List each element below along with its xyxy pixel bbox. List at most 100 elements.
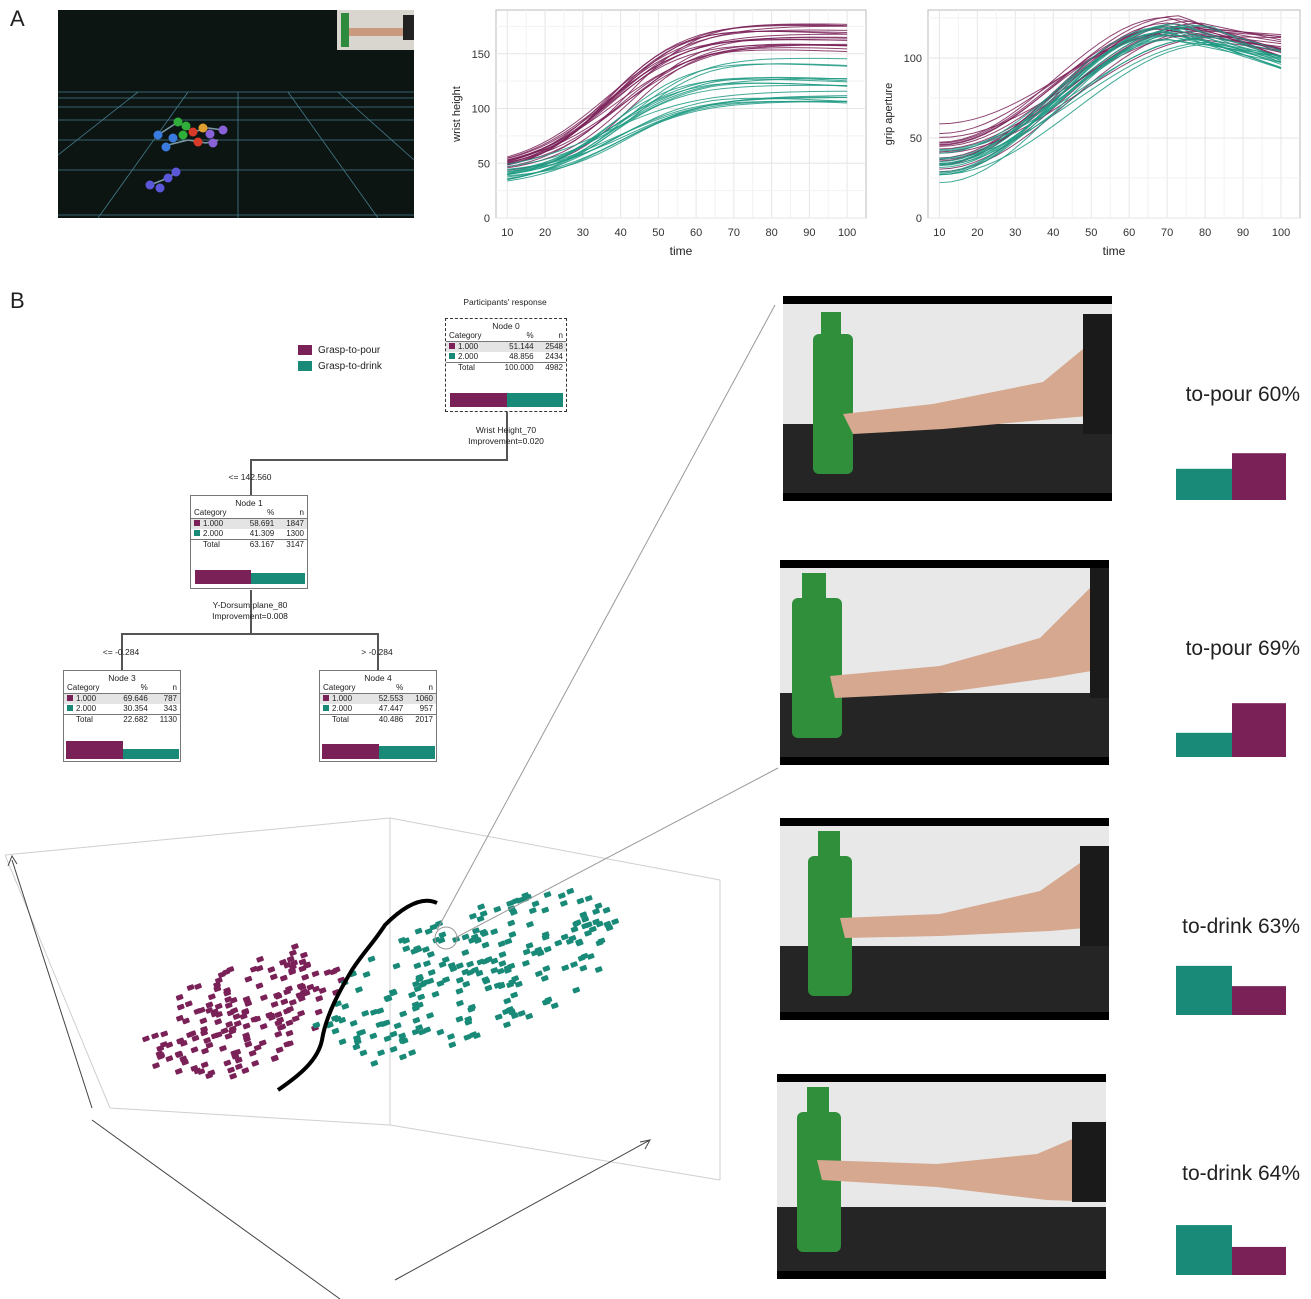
- scatter-point-drink: [511, 1012, 519, 1019]
- scatter-point-drink: [531, 900, 540, 908]
- series-line-pour: [507, 49, 848, 168]
- scatter-point-drink: [333, 1015, 342, 1023]
- scatter-point-drink: [367, 955, 376, 963]
- scatter-point-drink: [349, 1020, 358, 1027]
- prediction-label-3: to-drink 63%: [1182, 915, 1300, 938]
- col-pct: %: [112, 683, 151, 694]
- prediction-label-1: to-pour 60%: [1185, 383, 1300, 406]
- node-title: Node 0: [492, 321, 520, 331]
- scatter-point-drink: [502, 1008, 510, 1015]
- photo-grasp-1: [783, 296, 1112, 501]
- scatter-point-drink: [602, 906, 611, 914]
- scatter-point-drink: [482, 977, 491, 985]
- scatter-point-pour: [165, 1055, 174, 1062]
- prediction-bar-drink: [1176, 732, 1232, 757]
- scatter-point-drink: [353, 1034, 361, 1042]
- scatter-point-drink: [611, 918, 620, 925]
- cell: 52.553: [378, 694, 404, 703]
- prediction-bar-pour: [1232, 703, 1286, 757]
- node-bar-pour: [322, 744, 379, 759]
- x-axis-label: time: [670, 244, 693, 258]
- scatter-point-pour: [230, 1007, 239, 1014]
- scatter-point-drink: [449, 965, 458, 973]
- scatter-point-pour: [267, 966, 276, 973]
- series-line-pour: [939, 15, 1282, 146]
- axes: [7, 854, 651, 1299]
- cell: 3147: [277, 539, 307, 550]
- scatter-point-drink: [436, 1028, 445, 1036]
- photo-drawing: [780, 826, 1109, 1012]
- total-label: Total: [191, 539, 240, 550]
- scatter-point-pour: [214, 977, 223, 984]
- series-line-drink: [507, 82, 848, 167]
- panel-label-a: A: [10, 6, 25, 31]
- scatter-point-pour: [193, 1067, 202, 1075]
- scatter-point-drink: [469, 913, 477, 920]
- scatter-point-drink: [455, 1015, 464, 1023]
- scatter-point-drink: [496, 967, 505, 975]
- series-line-drink: [939, 32, 1282, 163]
- tree-node-1[interactable]: Node 1 Category% n 1.000 58.691 1847 2.000 4…: [190, 495, 308, 589]
- series-line-pour: [939, 25, 1282, 159]
- scatter-point-pour: [248, 1049, 257, 1057]
- photo-grasp-4: [777, 1074, 1106, 1279]
- scatter-point-pour: [279, 958, 287, 966]
- scatter-point-drink: [413, 945, 422, 952]
- x-tick-label: 50: [1085, 227, 1097, 239]
- tree-node-0[interactable]: Node 0 Category% n 1.000 51.144 2548 2.000 4…: [445, 318, 567, 412]
- scatter-point-pour: [276, 1024, 285, 1031]
- x-tick-label: 40: [1047, 227, 1059, 239]
- scatter-point-pour: [190, 1046, 199, 1054]
- series-line-pour: [507, 36, 848, 169]
- scatter-point-drink: [429, 923, 438, 931]
- scatter-point-drink: [441, 956, 450, 963]
- series-line-pour: [507, 43, 848, 163]
- node-table: Category% n 1.000 58.691 1847 2.000 41.309 13…: [191, 508, 307, 550]
- col-n: n: [150, 683, 180, 694]
- scatter-point-drink: [498, 951, 507, 958]
- scatter-point-pour: [260, 994, 268, 1001]
- prediction-bar-drink: [1176, 468, 1232, 500]
- scatter-point-pour: [175, 1051, 184, 1058]
- scatter-point-drink: [503, 967, 512, 974]
- node-title: Node 1: [235, 498, 263, 508]
- scatter-point-drink: [413, 985, 422, 993]
- scatter-point-drink: [507, 919, 516, 927]
- scatter-point-drink: [514, 980, 523, 988]
- scatter-point-drink: [456, 976, 464, 984]
- scatter-point-drink: [448, 1041, 457, 1049]
- edge-label-lr: > -0.284: [361, 647, 393, 657]
- scatter-point-pour: [224, 1032, 233, 1040]
- scatter-point-drink: [426, 1012, 434, 1019]
- scatter-point-drink: [542, 998, 551, 1006]
- scatter-point-drink: [594, 966, 603, 973]
- scatter-point-pour: [194, 983, 202, 990]
- scatter-point-drink: [438, 961, 447, 968]
- total-label: Total: [320, 714, 369, 725]
- scatter-point-drink: [481, 958, 490, 965]
- scatter-point-drink: [416, 974, 424, 982]
- node-bar-drink: [379, 746, 435, 759]
- y-tick-label: 50: [478, 158, 490, 170]
- tree-node-4[interactable]: Node 4 Category% n 1.000 52.553 1060 2.000 4…: [319, 670, 437, 762]
- scatter-point-pour: [227, 1066, 235, 1074]
- scatter-point-pour: [255, 982, 264, 990]
- scatter-point-drink: [575, 939, 584, 947]
- cell: 41.309: [249, 529, 275, 538]
- scatter-point-pour: [188, 1030, 197, 1037]
- scatter-point-drink: [361, 1010, 370, 1017]
- scatter-point-pour: [175, 1014, 184, 1022]
- tree-node-3[interactable]: Node 3 Category% n 1.000 69.646 787 2.000 30…: [63, 670, 181, 762]
- scatter-point-pour: [210, 1032, 219, 1040]
- cell: 1.000: [76, 694, 97, 703]
- node-bar-pour: [195, 570, 251, 584]
- series-line-pour: [939, 28, 1282, 162]
- scatter-point-pour: [155, 1050, 164, 1058]
- scatter-point-pour: [205, 1072, 213, 1079]
- y-tick-label: 100: [904, 53, 922, 65]
- scatter-point-drink: [411, 1028, 420, 1036]
- scatter-point-drink: [481, 941, 490, 949]
- scatter-point-drink: [422, 946, 430, 953]
- scatter-point-drink: [417, 993, 426, 1001]
- photo-drawing: [777, 1082, 1106, 1271]
